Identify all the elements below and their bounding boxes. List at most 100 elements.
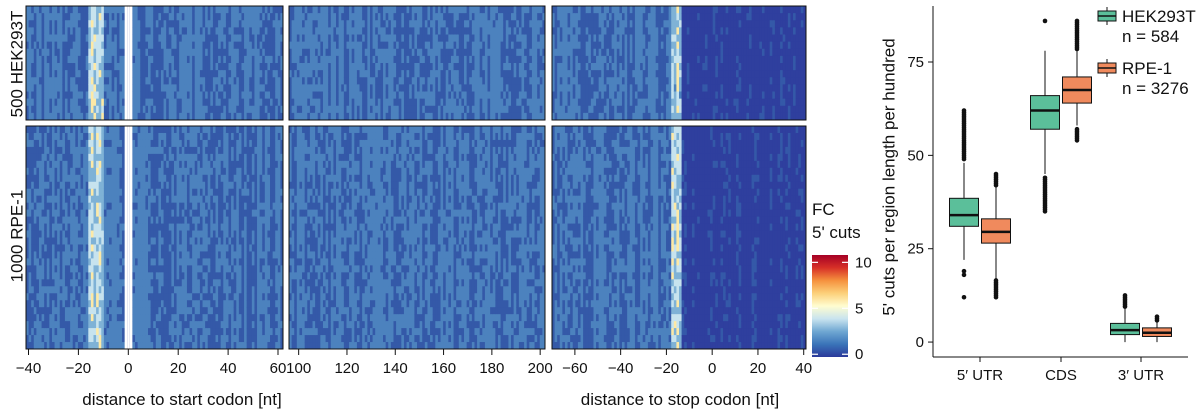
heatmap-cell	[199, 139, 203, 148]
heatmap-cell	[220, 98, 224, 107]
heatmap-cell	[330, 112, 334, 121]
heatmap-cell	[158, 98, 162, 107]
heatmap-cell	[85, 55, 89, 64]
heatmap-cell	[192, 91, 196, 100]
heatmap-cell	[238, 70, 242, 78]
heatmap-cell	[93, 41, 97, 50]
heatmap-cell	[109, 300, 113, 308]
heatmap-cell	[135, 265, 139, 273]
heatmap-cell	[277, 174, 281, 183]
heatmap-cell	[38, 286, 42, 294]
heatmap-cell	[233, 216, 237, 224]
heatmap-cell	[251, 41, 255, 50]
heatmap-cell	[36, 181, 40, 190]
heatmap-cell	[302, 63, 306, 71]
heatmap-cell	[264, 293, 268, 301]
heatmap-cell	[210, 251, 214, 259]
heatmap-cell	[90, 34, 94, 43]
heatmap-cell	[168, 146, 172, 155]
heatmap-cell	[93, 188, 97, 197]
heatmap-cell	[220, 91, 224, 100]
heatmap-cell	[111, 314, 115, 322]
heatmap-cell	[135, 328, 139, 336]
heatmap-cell	[192, 272, 196, 280]
heatmap-cell	[272, 146, 276, 155]
heatmap-cell	[270, 126, 274, 134]
heatmap-cell	[59, 237, 63, 245]
heatmap-cell	[215, 167, 219, 176]
heatmap-cell	[41, 84, 45, 92]
heatmap-cell	[150, 139, 154, 148]
heatmap-cell	[90, 216, 94, 224]
heatmap-cell	[85, 279, 89, 287]
heatmap-cell	[83, 55, 87, 64]
heatmap-cell	[51, 328, 55, 336]
heatmap-cell	[145, 153, 149, 162]
heatmap-cell	[163, 244, 167, 252]
heatmap-cell	[176, 160, 180, 169]
heatmap-cell	[218, 258, 222, 266]
heatmap-cell	[153, 314, 157, 322]
heatmap-cell	[135, 48, 139, 57]
heatmap-cell	[254, 91, 258, 100]
heatmap-cell	[67, 300, 71, 308]
heatmap-cell	[96, 342, 100, 350]
heatmap-cell	[280, 286, 284, 294]
heatmap-cell	[72, 237, 76, 245]
heatmap-cell	[197, 105, 201, 114]
heatmap-cell	[272, 132, 276, 141]
heatmap-cell	[171, 321, 175, 329]
heatmap-cell	[67, 63, 71, 71]
heatmap-cell	[145, 328, 149, 336]
heatmap-cell	[277, 105, 281, 114]
heatmap-cell	[168, 223, 172, 231]
heatmap-cell	[46, 105, 50, 114]
heatmap-cell	[231, 105, 235, 114]
heatmap-cell	[148, 251, 152, 259]
heatmap-cell	[259, 265, 263, 273]
heatmap-cell	[26, 63, 29, 71]
heatmap-cell	[132, 258, 136, 266]
heatmap-cell	[220, 13, 224, 21]
heatmap-cell	[160, 216, 164, 224]
heatmap-cell	[179, 84, 183, 92]
heatmap-cell	[184, 146, 188, 155]
heatmap-cell	[83, 105, 87, 114]
heatmap-cell	[44, 202, 48, 211]
heatmap-cell	[184, 126, 188, 134]
heatmap-cell	[341, 70, 345, 78]
heatmap-cell	[325, 13, 329, 21]
heatmap-cell	[207, 126, 211, 134]
heatmap-cell	[57, 230, 61, 238]
heatmap-cell	[249, 202, 253, 211]
heatmap-cell	[93, 55, 97, 64]
heatmap-cell	[262, 209, 266, 217]
heatmap-cell	[44, 335, 48, 343]
heatmap-cell	[90, 41, 94, 50]
heatmap-cell	[59, 160, 63, 169]
heatmap-cell	[26, 314, 29, 322]
heatmap-cell	[106, 84, 110, 92]
heatmap-cell	[189, 216, 193, 224]
heatmap-cell	[218, 112, 222, 121]
heatmap-cell	[181, 34, 185, 43]
heatmap-cell	[277, 251, 281, 259]
heatmap-cell	[155, 146, 159, 155]
heatmap-cell	[251, 307, 255, 315]
heatmap-cell	[194, 41, 198, 50]
heatmap-cell	[26, 146, 29, 155]
heatmap-cell	[155, 286, 159, 294]
heatmap-cell	[207, 146, 211, 155]
heatmap-cell	[225, 146, 229, 155]
heatmap-cell	[153, 251, 157, 259]
heatmap-cell	[46, 6, 50, 14]
heatmap-cell	[181, 77, 185, 85]
heatmap-cell	[155, 181, 159, 190]
heatmap-cell	[135, 279, 139, 287]
heatmap-cell	[317, 91, 321, 100]
heatmap-cell	[257, 70, 261, 78]
heatmap-cell	[236, 181, 240, 190]
heatmap-cell	[186, 153, 190, 162]
heatmap-cell	[160, 84, 164, 92]
heatmap-cell	[155, 258, 159, 266]
